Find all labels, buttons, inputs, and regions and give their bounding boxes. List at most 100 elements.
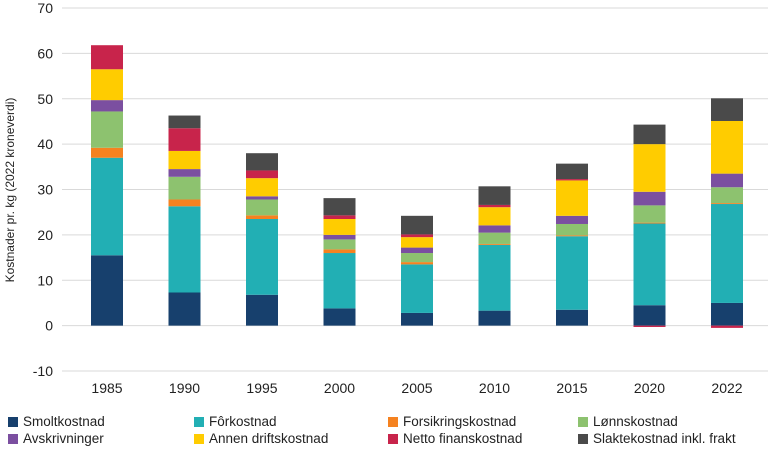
legend-item: Fôrkostnad (194, 414, 277, 430)
bar-segment-2020-2 (633, 222, 666, 224)
bar-segment-2010-5 (478, 207, 511, 226)
x-tick-label: 1995 (246, 380, 277, 396)
legend-swatch (8, 434, 18, 444)
legend-swatch (388, 434, 398, 444)
bar-segment-2000-2 (323, 249, 356, 254)
bar-segment-2022-6 (711, 325, 743, 328)
bar-segment-2022-1 (711, 204, 743, 303)
legend-item: Lønnskostnad (578, 414, 678, 430)
x-tick-label: 2010 (479, 380, 510, 396)
bar-segment-2015-5 (556, 180, 588, 216)
y-tick-label: 60 (37, 45, 53, 61)
bar-segment-2000-6 (323, 215, 356, 219)
bar-segment-1995-7 (246, 153, 278, 171)
bar-segment-1995-0 (246, 294, 278, 326)
legend-item: Annen driftskostnad (194, 431, 328, 447)
y-tick-label: 0 (45, 318, 53, 334)
legend-label: Annen driftskostnad (209, 431, 329, 446)
x-tick-label: 1990 (169, 380, 200, 396)
y-tick-label: -10 (33, 363, 53, 379)
bar-segment-2022-0 (711, 302, 743, 326)
bar-segment-2000-1 (323, 253, 356, 309)
legend-item: Slaktekostnad inkl. frakt (578, 431, 736, 447)
y-tick-label: 70 (37, 0, 53, 16)
bar-segment-1990-1 (168, 206, 201, 293)
y-tick-label: 10 (37, 272, 53, 288)
bar-segment-2005-1 (401, 264, 433, 313)
bar-segment-1995-4 (246, 196, 278, 200)
bar-segment-2022-2 (711, 203, 743, 205)
bar-segment-2015-3 (556, 223, 588, 236)
y-tick-label: 40 (37, 136, 53, 152)
x-tick-label: 2022 (711, 380, 742, 396)
bar-segment-2010-1 (478, 244, 511, 311)
legend-label: Forsikringskostnad (403, 414, 517, 429)
legend-item: Avskrivninger (8, 431, 104, 447)
bar-segment-1990-6 (168, 128, 201, 151)
legend-label: Lønnskostnad (593, 414, 678, 429)
bar-segment-2022-4 (711, 173, 743, 188)
legend-label: Slaktekostnad inkl. frakt (593, 431, 736, 446)
bar-segment-1990-5 (168, 150, 201, 170)
legend-swatch (194, 417, 204, 427)
bar-segment-2020-5 (633, 144, 666, 192)
legend-label: Netto finanskostnad (403, 431, 523, 446)
legend-label: Fôrkostnad (209, 414, 277, 429)
x-tick-label: 2015 (556, 380, 587, 396)
bar-segment-1985-4 (91, 100, 123, 112)
bar-segment-1985-0 (91, 255, 123, 326)
legend-label: Avskrivninger (23, 431, 104, 446)
legend-item: Smoltkostnad (8, 414, 105, 430)
bar-segment-2020-0 (633, 305, 666, 326)
x-tick-label: 2005 (401, 380, 432, 396)
bar-segment-2020-3 (633, 205, 666, 223)
bar-segment-1995-5 (246, 178, 278, 197)
bar-segment-2010-6 (478, 204, 511, 208)
bar-segment-1990-7 (168, 115, 201, 129)
bar-segment-2010-4 (478, 225, 511, 233)
bar-segment-1990-0 (168, 292, 201, 326)
y-axis-ticks: 70 60 50 40 30 20 10 0 -10 (33, 0, 53, 379)
bar-segment-2020-4 (633, 191, 666, 206)
bar-segment-1995-1 (246, 218, 278, 295)
bar-segment-2005-6 (401, 234, 433, 238)
bar-segment-2022-7 (711, 98, 743, 121)
y-tick-label: 30 (37, 182, 53, 198)
bar-segment-2005-7 (401, 215, 433, 235)
legend-swatch (388, 417, 398, 427)
bar-segment-2000-4 (323, 234, 356, 240)
legend-swatch (194, 434, 204, 444)
x-tick-label: 2000 (324, 380, 355, 396)
bar-segment-1990-3 (168, 176, 201, 200)
bar-segment-1995-2 (246, 215, 278, 219)
bar-segment-2015-7 (556, 163, 588, 180)
bar-segment-2022-3 (711, 187, 743, 204)
bar-segment-2020-6 (633, 325, 666, 327)
bar-segment-2000-7 (323, 198, 356, 216)
x-tick-label: 1985 (91, 380, 122, 396)
bar-segment-2020-7 (633, 124, 666, 145)
bar-segment-2000-3 (323, 239, 356, 250)
bar-segment-2005-2 (401, 262, 433, 265)
bar-segment-2005-0 (401, 312, 433, 326)
y-axis-label: Kostnader pr. kg (2022 kroneverdi) (3, 98, 17, 283)
bar-segment-1985-6 (91, 45, 123, 70)
bar-segment-2010-7 (478, 186, 511, 205)
legend-swatch (578, 434, 588, 444)
bar-segment-1995-3 (246, 199, 278, 216)
bar-segment-2000-0 (323, 308, 356, 326)
bar-segment-2005-4 (401, 247, 433, 254)
x-tick-label: 2020 (634, 380, 665, 396)
bar-segment-2000-5 (323, 218, 356, 235)
legend-label: Smoltkostnad (23, 414, 105, 429)
bar-segment-2020-1 (633, 223, 666, 306)
bar-segment-2010-3 (478, 232, 511, 244)
bar-segment-2015-0 (556, 309, 588, 326)
bar-segment-2022-5 (711, 120, 743, 174)
legend-swatch (8, 417, 18, 427)
bar-segment-2015-6 (556, 179, 588, 181)
bar-segment-1990-4 (168, 169, 201, 177)
legend-item: Forsikringskostnad (388, 414, 516, 430)
bar-segment-1990-2 (168, 199, 201, 207)
bar-segment-1995-6 (246, 170, 278, 179)
